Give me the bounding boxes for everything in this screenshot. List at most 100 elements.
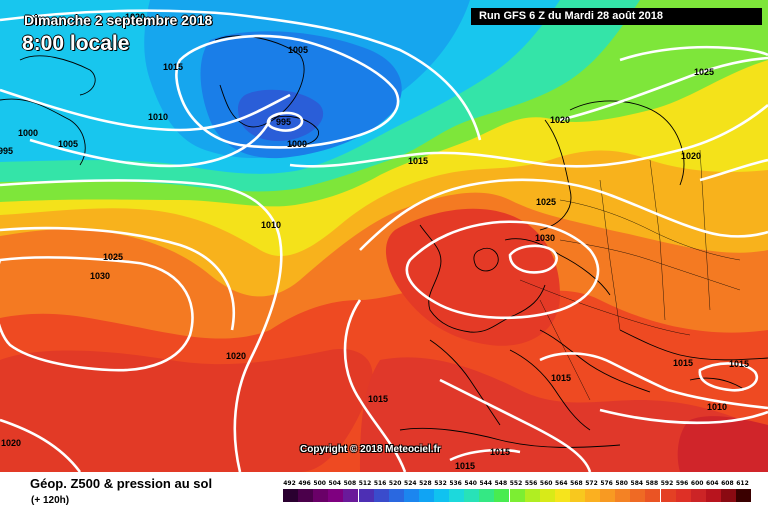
isobar-label: 1010 xyxy=(707,402,728,412)
legend-value-label: 512 xyxy=(358,480,372,487)
legend-value-label: 592 xyxy=(660,480,674,487)
isobar-label: 1015 xyxy=(163,62,184,72)
legend-value-label: 604 xyxy=(706,480,719,487)
legend-color-swatch xyxy=(585,489,601,502)
field-red-west xyxy=(0,349,373,472)
isobar-label: 1030 xyxy=(535,233,556,243)
isobar-label: 995 xyxy=(0,146,14,156)
legend-color-swatch xyxy=(403,489,419,502)
legend-color-swatch xyxy=(600,489,616,502)
legend-color-swatch xyxy=(705,489,721,502)
legend-color-swatch xyxy=(479,489,495,502)
legend-color-swatch xyxy=(720,489,736,502)
isobar-label: 1015 xyxy=(673,358,694,368)
legend-color-swatch xyxy=(660,489,676,502)
legend-color-swatch xyxy=(449,489,465,502)
isobars xyxy=(0,9,768,472)
isobar-label: 1025 xyxy=(536,197,557,207)
isobar-label: 1005 xyxy=(58,139,79,149)
legend-color-swatch xyxy=(283,489,299,502)
legend-color-swatch xyxy=(358,489,374,502)
isobar-label: 1030 xyxy=(90,271,111,281)
legend-value-label: 520 xyxy=(388,480,402,487)
legend-color-swatch xyxy=(298,489,314,502)
legend-color-swatch xyxy=(313,489,329,502)
legend-value-label: 580 xyxy=(615,480,628,487)
run-info-bar: Run GFS 6 Z du Mardi 28 août 2018 xyxy=(471,8,762,25)
isobar-label: 1025 xyxy=(694,67,715,77)
legend-color-swatch xyxy=(388,489,404,502)
weather-map xyxy=(0,0,768,472)
legend-color-swatch xyxy=(509,489,525,502)
isobar-label: 1015 xyxy=(455,461,476,471)
legend-value-label: 584 xyxy=(630,480,644,487)
legend-value-label: 552 xyxy=(509,480,523,487)
isobar-label: 1020 xyxy=(1,438,22,448)
legend-value-label: 532 xyxy=(434,480,447,487)
legend-value-label: 540 xyxy=(464,480,477,487)
field-darkred-east xyxy=(677,416,768,472)
legend-value-label: 528 xyxy=(419,480,432,487)
legend-color-swatch xyxy=(464,489,480,502)
isobar-label: 1010 xyxy=(261,220,282,230)
color-scale-legend: 492 496 500 504 508 512 516 520 524 528 532 536 540 5… xyxy=(283,480,752,506)
map-title: Géop. Z500 & pression au sol xyxy=(30,476,213,491)
legend-value-label: 496 xyxy=(298,480,311,487)
copyright-notice: Copyright © 2018 Meteociel.fr xyxy=(300,444,441,455)
isobar-label: 1015 xyxy=(729,359,750,369)
isobar-label: 1010 xyxy=(148,112,169,122)
legend-value-label: 588 xyxy=(645,480,659,487)
legend-value-label: 524 xyxy=(404,480,417,487)
forecast-offset: (+ 120h) xyxy=(31,495,70,506)
isobar-label: 1025 xyxy=(103,252,124,262)
isobar-label: 995 xyxy=(276,117,292,127)
legend-color-swatch xyxy=(328,489,344,502)
legend-color-swatch xyxy=(343,489,359,502)
legend-value-label: 516 xyxy=(373,480,387,487)
legend-value-label: 556 xyxy=(524,480,538,487)
legend-color-swatch xyxy=(645,489,661,502)
legend-value-label: 504 xyxy=(328,480,342,487)
valid-time: 8:00 locale xyxy=(22,32,130,55)
legend-color-swatch xyxy=(736,489,752,502)
legend-color-swatch xyxy=(373,489,389,502)
legend-color-swatch xyxy=(434,489,450,502)
country-borders xyxy=(519,149,741,401)
legend-color-swatch xyxy=(539,489,555,502)
legend-color-swatch xyxy=(615,489,631,502)
legend-value-label: 596 xyxy=(675,480,689,487)
legend-color-swatch xyxy=(675,489,691,502)
legend-value-label: 572 xyxy=(585,480,598,487)
legend-value-label: 600 xyxy=(690,480,704,487)
isobar-label: 1020 xyxy=(681,151,702,161)
legend-value-label: 544 xyxy=(479,480,493,487)
coastlines xyxy=(0,35,768,448)
legend-color-swatch xyxy=(494,489,510,502)
isobar-label: 1000 xyxy=(18,128,39,138)
legend-value-label: 536 xyxy=(449,480,462,487)
isobar-label: 1015 xyxy=(551,373,572,383)
legend-value-label: 564 xyxy=(555,480,568,487)
valid-date: Dimanche 2 septembre 2018 xyxy=(24,12,213,28)
legend-color-swatch xyxy=(569,489,585,502)
field-band-deepblue xyxy=(237,89,324,141)
legend-value-label: 508 xyxy=(343,480,357,487)
legend-value-label: 608 xyxy=(721,480,734,487)
isobar-label: 1000 xyxy=(287,139,308,149)
legend-value-label: 576 xyxy=(600,480,613,487)
isobar-label: 1020 xyxy=(125,12,146,22)
isobar-label: 1015 xyxy=(490,447,511,457)
legend-value-label: 492 xyxy=(283,480,296,487)
legend-color-swatch xyxy=(524,489,540,502)
isobar-label: 1020 xyxy=(226,351,247,361)
footer-panel: Géop. Z500 & pression au sol (+ 120h) 49… xyxy=(0,472,768,512)
legend-value-label: 568 xyxy=(570,480,583,487)
legend-value-label: 612 xyxy=(736,480,749,487)
legend-color-swatch xyxy=(690,489,706,502)
isobar-label: 1015 xyxy=(408,156,429,166)
field-red-south xyxy=(360,357,768,472)
legend-value-label: 560 xyxy=(539,480,553,487)
isobar-label: 1020 xyxy=(550,115,571,125)
isobar-label: 1015 xyxy=(368,394,389,404)
legend-value-label: 548 xyxy=(494,480,508,487)
